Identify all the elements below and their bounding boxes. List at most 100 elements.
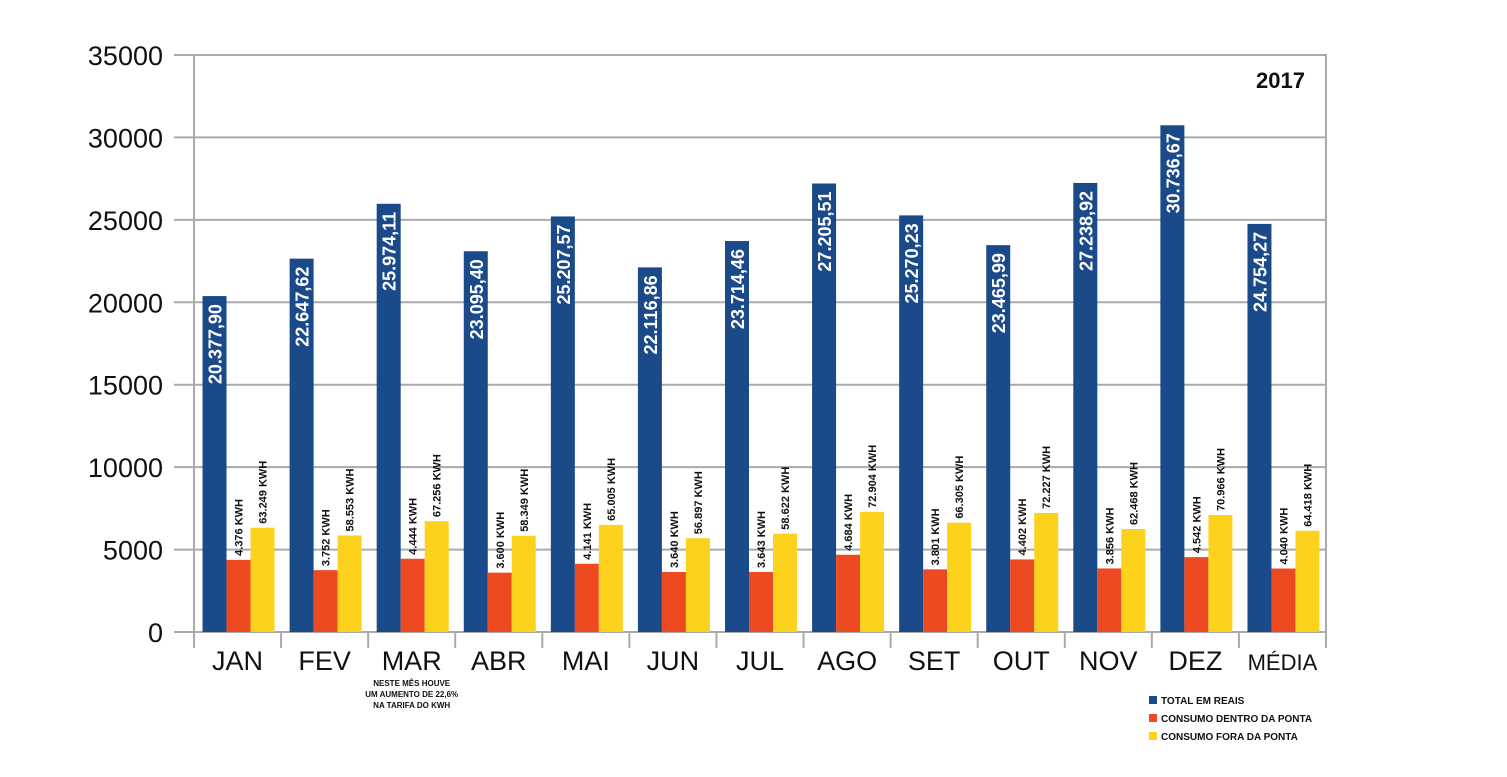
x-axis-ticks: JAN FEV MAR ABR MAI JUN JUL AGO SET OUT NOV DEZ MÉDI… (212, 646, 1318, 676)
bar-value-label: 25.270,23 (902, 223, 922, 303)
legend: TOTAL EM REAIS CONSUMO DENTRO DA PONTA CON… (1149, 696, 1312, 743)
y-tick-label: 10000 (88, 453, 163, 483)
bar-total (289, 258, 314, 632)
legend-label: CONSUMO FORA DA PONTA (1161, 732, 1298, 743)
bar-value-label: 24.754,27 (1250, 232, 1270, 312)
bar-value-label: 58.553 KWH (345, 468, 357, 531)
note-line: UM AUMENTO DE 22,6% (365, 690, 458, 699)
bar-value-label: 30.736,67 (1163, 133, 1183, 213)
bar-fora-ponta (1121, 529, 1146, 632)
bar-ponta (574, 563, 599, 632)
bar-value-label: 72.227 KWH (1041, 446, 1053, 509)
bar-value-label: 63.249 KWH (258, 461, 270, 524)
x-tick-label: DEZ (1168, 646, 1222, 676)
bar-value-label: 4.684 KWH (843, 494, 855, 551)
bar-ponta (661, 571, 686, 632)
x-tick-label: ABR (471, 646, 527, 676)
bar-value-label: 3.640 KWH (669, 511, 681, 568)
bar-ponta (749, 571, 773, 632)
bar-value-label: 64.418 KWH (1302, 464, 1314, 527)
bar-total (550, 216, 575, 633)
bar-ponta (487, 572, 512, 632)
legend-swatch (1149, 696, 1157, 704)
bar-ponta (313, 570, 338, 632)
bars (202, 125, 1320, 633)
x-tick-label: AGO (817, 646, 877, 676)
y-tick-label: 15000 (88, 371, 163, 401)
bar-fora-ponta (511, 535, 536, 632)
bar-fora-ponta (1208, 515, 1233, 632)
bar-value-label: 4.542 KWH (1191, 496, 1203, 553)
bar-ponta (400, 558, 425, 632)
bar-value-label: 27.205,51 (815, 191, 835, 271)
bar-value-label: 3.600 KWH (495, 512, 507, 569)
bar-fora-ponta (337, 535, 362, 632)
bar-value-label: 4.141 KWH (582, 503, 594, 560)
legend-swatch (1149, 732, 1157, 740)
legend-label: TOTAL EM REAIS (1161, 696, 1245, 707)
x-tick-label: SET (908, 646, 961, 676)
bar-ponta (1271, 568, 1296, 632)
bar-total (812, 183, 837, 632)
annotation-note: NESTE MÊS HOUVE UM AUMENTO DE 22,6% NA TAR… (365, 679, 458, 710)
x-tick-label: JAN (212, 646, 263, 676)
bar-fora-ponta (947, 522, 972, 632)
bar-value-label: 58.349 KWH (519, 469, 531, 532)
legend-label: CONSUMO DENTRO DA PONTA (1161, 714, 1312, 725)
y-tick-label: 30000 (88, 123, 163, 153)
bar-value-label: 3.856 KWH (1104, 508, 1116, 565)
y-tick-label: 0 (148, 618, 163, 648)
bar-fora-ponta (685, 538, 710, 632)
bar-total (1247, 223, 1272, 632)
x-tick-label: MAR (382, 646, 442, 676)
bar-value-label: 4.376 KWH (234, 499, 246, 556)
bar-value-labels: 20.377,90 22.647,62 25.974,11 23.095,40 25.2… (206, 133, 1315, 568)
bar-total (986, 245, 1011, 632)
bar-value-label: 58.622 KWH (780, 467, 792, 530)
bar-value-label: 3.643 KWH (756, 511, 768, 568)
note-line: NESTE MÊS HOUVE (373, 679, 451, 688)
x-tick-label: NOV (1079, 646, 1138, 676)
bar-total (899, 215, 924, 632)
bar-value-label: 65.005 KWH (606, 458, 618, 521)
bar-value-label: 3.801 KWH (930, 508, 942, 565)
y-tick-label: 35000 (88, 41, 163, 71)
bar-fora-ponta (1295, 530, 1320, 632)
bar-value-label: 56.897 KWH (693, 471, 705, 534)
bar-total (463, 251, 488, 632)
bar-ponta (226, 559, 251, 632)
bar-value-label: 4.444 KWH (408, 498, 420, 555)
bar-total (376, 203, 401, 632)
note-line: NA TARIFA DO KWH (373, 701, 450, 710)
bar-value-label: 4.402 KWH (1017, 499, 1029, 556)
bar-ponta (836, 554, 861, 632)
bar-value-label: 70.966 KWH (1215, 448, 1227, 511)
bar-fora-ponta (773, 533, 797, 632)
x-tick-label: FEV (298, 646, 351, 676)
bar-total (1073, 182, 1098, 632)
bar-fora-ponta (250, 527, 275, 632)
x-tick-label: OUT (993, 646, 1050, 676)
bar-value-label: 25.974,11 (380, 212, 400, 291)
bar-value-label: 3.752 KWH (321, 509, 333, 566)
x-tick-label: JUN (647, 646, 700, 676)
bar-ponta (1097, 568, 1122, 632)
bar-value-label: 66.305 KWH (954, 456, 966, 519)
bar-ponta (923, 569, 948, 632)
bar-value-label: 22.116,86 (641, 275, 661, 354)
bar-total (725, 241, 749, 633)
bar-ponta (1010, 559, 1035, 632)
bar-fora-ponta (860, 511, 885, 632)
bar-value-label: 67.256 KWH (432, 454, 444, 517)
bar-value-label: 4.040 KWH (1278, 508, 1290, 565)
bar-value-label: 62.468 KWH (1128, 462, 1140, 525)
x-tick-label: JUL (736, 646, 784, 676)
bar-total (1160, 125, 1185, 632)
bar-value-label: 23.095,40 (467, 259, 487, 339)
year-label: 2017 (1256, 68, 1305, 93)
y-tick-label: 25000 (88, 206, 163, 236)
y-tick-label: 20000 (88, 288, 163, 318)
bar-ponta (1184, 557, 1209, 632)
legend-swatch (1149, 714, 1157, 722)
